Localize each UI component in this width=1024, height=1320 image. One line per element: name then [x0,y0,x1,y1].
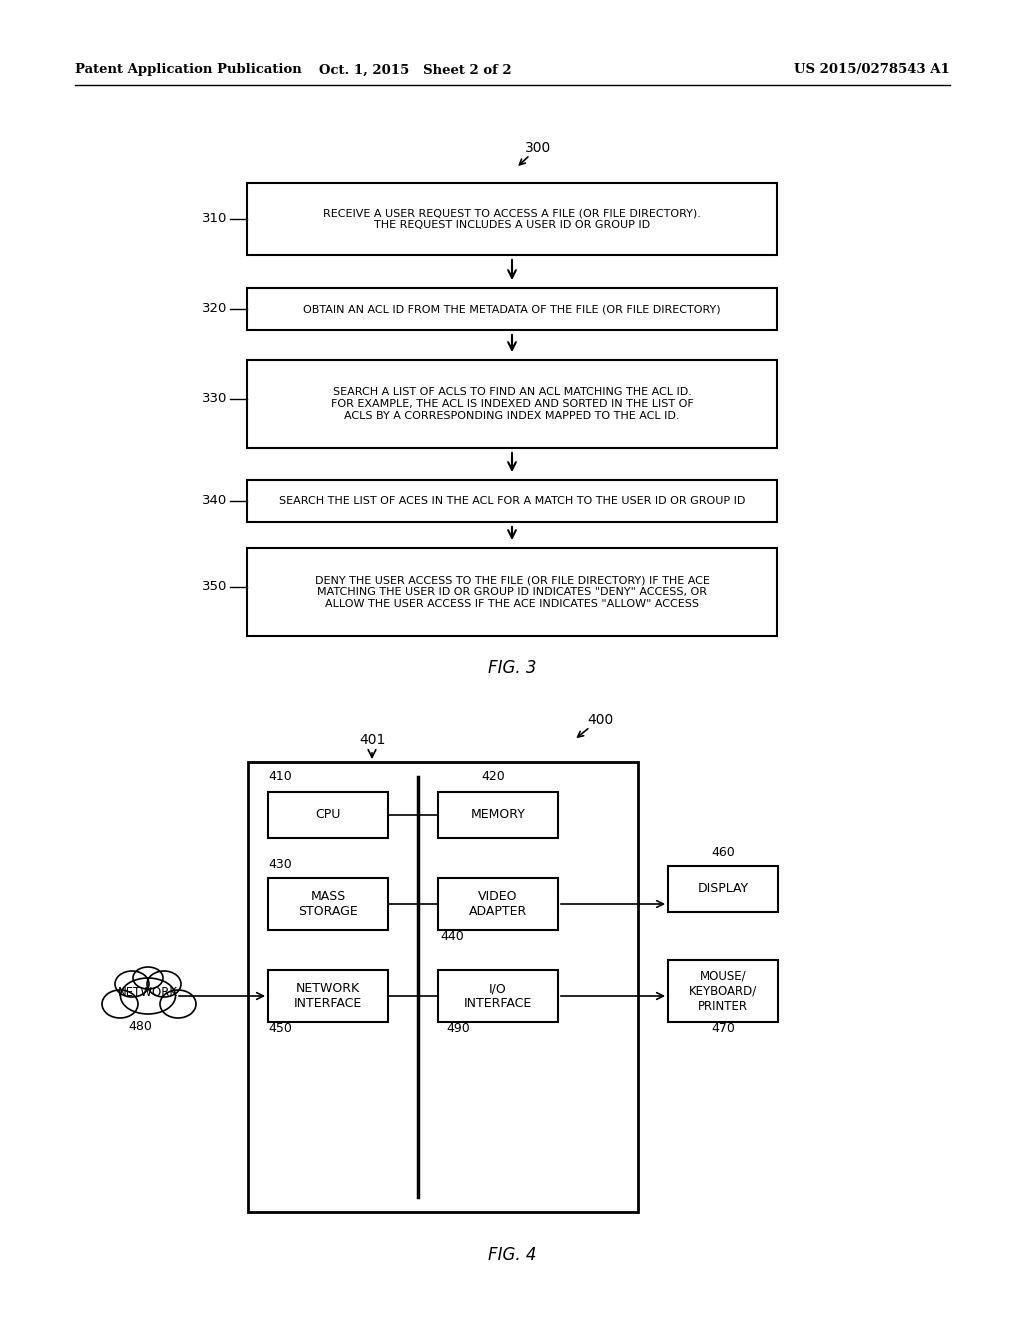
Text: 320: 320 [202,302,227,315]
Ellipse shape [147,972,181,997]
Text: NETWORK: NETWORK [118,986,178,998]
Text: 401: 401 [358,733,385,747]
Text: FIG. 3: FIG. 3 [487,659,537,677]
Text: SEARCH A LIST OF ACLS TO FIND AN ACL MATCHING THE ACL ID.
FOR EXAMPLE, THE ACL I: SEARCH A LIST OF ACLS TO FIND AN ACL MAT… [331,387,693,421]
Text: US 2015/0278543 A1: US 2015/0278543 A1 [795,63,950,77]
Ellipse shape [133,968,163,989]
Text: 330: 330 [202,392,227,405]
Text: VIDEO
ADAPTER: VIDEO ADAPTER [469,890,527,917]
Text: 300: 300 [525,141,551,154]
Text: RECEIVE A USER REQUEST TO ACCESS A FILE (OR FILE DIRECTORY).
THE REQUEST INCLUDE: RECEIVE A USER REQUEST TO ACCESS A FILE … [323,209,701,230]
Text: 430: 430 [268,858,292,870]
Bar [438,792,558,838]
Bar [438,970,558,1022]
Text: MASS
STORAGE: MASS STORAGE [298,890,357,917]
Text: Oct. 1, 2015   Sheet 2 of 2: Oct. 1, 2015 Sheet 2 of 2 [318,63,511,77]
Bar [668,866,778,912]
Bar [268,878,388,931]
Ellipse shape [121,978,175,1014]
Text: 310: 310 [202,213,227,226]
Text: Patent Application Publication: Patent Application Publication [75,63,302,77]
Text: I/O
INTERFACE: I/O INTERFACE [464,982,532,1010]
Text: 340: 340 [202,495,227,507]
Bar [268,970,388,1022]
Text: 460: 460 [711,846,735,858]
Bar [247,360,777,447]
Text: SEARCH THE LIST OF ACES IN THE ACL FOR A MATCH TO THE USER ID OR GROUP ID: SEARCH THE LIST OF ACES IN THE ACL FOR A… [279,496,745,506]
Text: DENY THE USER ACCESS TO THE FILE (OR FILE DIRECTORY) IF THE ACE
MATCHING THE USE: DENY THE USER ACCESS TO THE FILE (OR FIL… [314,576,710,609]
Text: 410: 410 [268,770,292,783]
Text: 440: 440 [440,929,464,942]
Text: MEMORY: MEMORY [471,808,525,821]
Text: CPU: CPU [315,808,341,821]
Bar [247,480,777,521]
Bar [268,792,388,838]
Text: 420: 420 [481,770,505,783]
Bar [247,548,777,636]
Text: MOUSE/
KEYBOARD/
PRINTER: MOUSE/ KEYBOARD/ PRINTER [689,969,757,1012]
Bar [248,762,638,1212]
Text: 480: 480 [128,1019,152,1032]
Bar [668,960,778,1022]
Text: NETWORK
INTERFACE: NETWORK INTERFACE [294,982,362,1010]
Bar [247,183,777,255]
Ellipse shape [160,990,196,1018]
Bar [247,288,777,330]
Ellipse shape [115,972,150,997]
Text: 470: 470 [711,1022,735,1035]
Text: 350: 350 [202,581,227,594]
Text: 400: 400 [587,713,613,727]
Text: 490: 490 [446,1022,470,1035]
Text: DISPLAY: DISPLAY [697,883,749,895]
Ellipse shape [102,990,138,1018]
Bar [438,878,558,931]
Text: OBTAIN AN ACL ID FROM THE METADATA OF THE FILE (OR FILE DIRECTORY): OBTAIN AN ACL ID FROM THE METADATA OF TH… [303,304,721,314]
Text: 450: 450 [268,1022,292,1035]
Text: FIG. 4: FIG. 4 [487,1246,537,1265]
